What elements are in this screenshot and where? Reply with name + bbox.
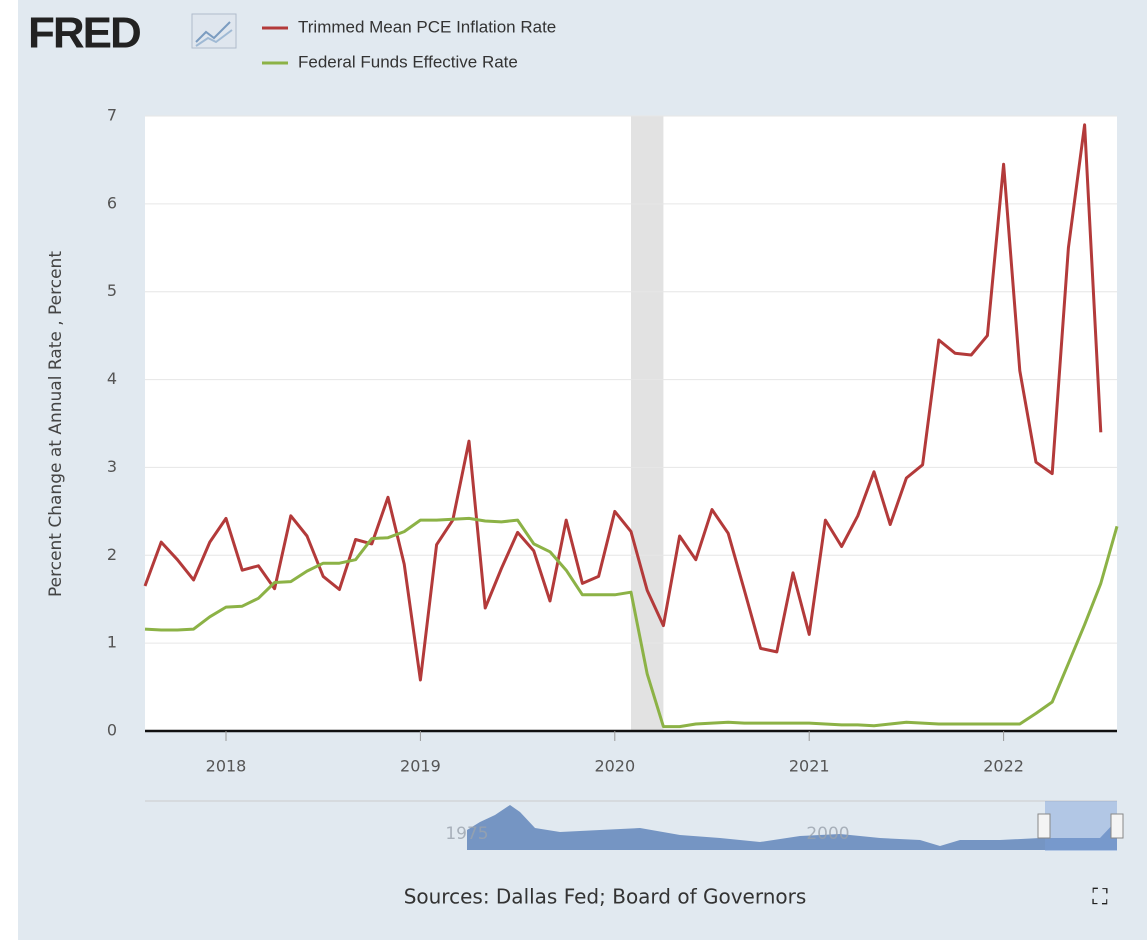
y-tick-label: 7	[107, 106, 117, 125]
fullscreen-icon[interactable]: ⛶	[1092, 885, 1108, 910]
y-tick-label: 4	[107, 369, 117, 388]
x-tick-label: 2022	[983, 757, 1024, 776]
logo-icon	[191, 13, 237, 49]
source-note: Sources: Dallas Fed; Board of Governors	[404, 885, 807, 909]
y-axis-label: Percent Change at Annual Rate , Percent	[46, 251, 66, 597]
navigator-label: 1975	[445, 824, 488, 844]
plot-layer	[143, 115, 1119, 733]
x-tick-label: 2020	[594, 757, 635, 776]
series-line	[144, 516, 1119, 729]
y-tick-label: 6	[107, 193, 117, 212]
logo: FRED	[28, 9, 140, 58]
y-tick-label: 3	[107, 457, 117, 476]
series-line	[143, 123, 1103, 682]
legend-label: Federal Funds Effective Rate	[298, 52, 518, 71]
y-tick-label: 1	[107, 633, 117, 652]
x-tick-label: 2018	[206, 757, 247, 776]
legend-label: Trimmed Mean PCE Inflation Rate	[298, 17, 556, 36]
y-tick-label: 2	[107, 545, 117, 564]
x-tick-label: 2019	[400, 757, 441, 776]
navigator	[145, 800, 1124, 851]
y-tick-label: 5	[107, 281, 117, 300]
y-tick-label: 0	[107, 721, 117, 740]
recession-band	[631, 116, 664, 731]
x-tick-label: 2021	[789, 757, 830, 776]
navigator-label: 2000	[806, 824, 849, 844]
